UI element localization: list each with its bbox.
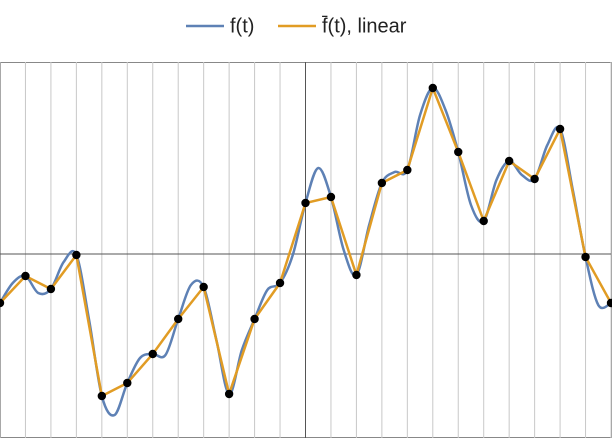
sample-point (606, 298, 612, 308)
sample-point (174, 314, 183, 324)
sample-point (530, 174, 539, 184)
sample-point (21, 271, 30, 281)
sample-point (224, 389, 234, 399)
sample-point (0, 298, 5, 308)
sample-point (97, 391, 107, 401)
sample-point (479, 216, 488, 226)
sample-point (72, 250, 81, 260)
sample-point (352, 270, 361, 280)
sample-point (428, 83, 437, 93)
legend-label: f(t) (230, 15, 254, 37)
sample-point (148, 349, 157, 359)
legend-label: f̄(t), linear (322, 14, 407, 37)
sample-point (326, 192, 336, 202)
sample-point (250, 314, 259, 324)
sample-point (275, 278, 285, 288)
sample-point (403, 165, 412, 175)
sample-point (377, 178, 387, 188)
sample-point (581, 252, 590, 262)
sample-point (301, 198, 310, 208)
sample-point (199, 282, 208, 292)
sample-point (555, 124, 565, 134)
sample-point (504, 156, 514, 166)
sample-point (46, 284, 56, 294)
legend: f(t) f̄(t), linear (186, 14, 407, 37)
sample-point (454, 147, 463, 157)
sample-point (123, 378, 132, 388)
